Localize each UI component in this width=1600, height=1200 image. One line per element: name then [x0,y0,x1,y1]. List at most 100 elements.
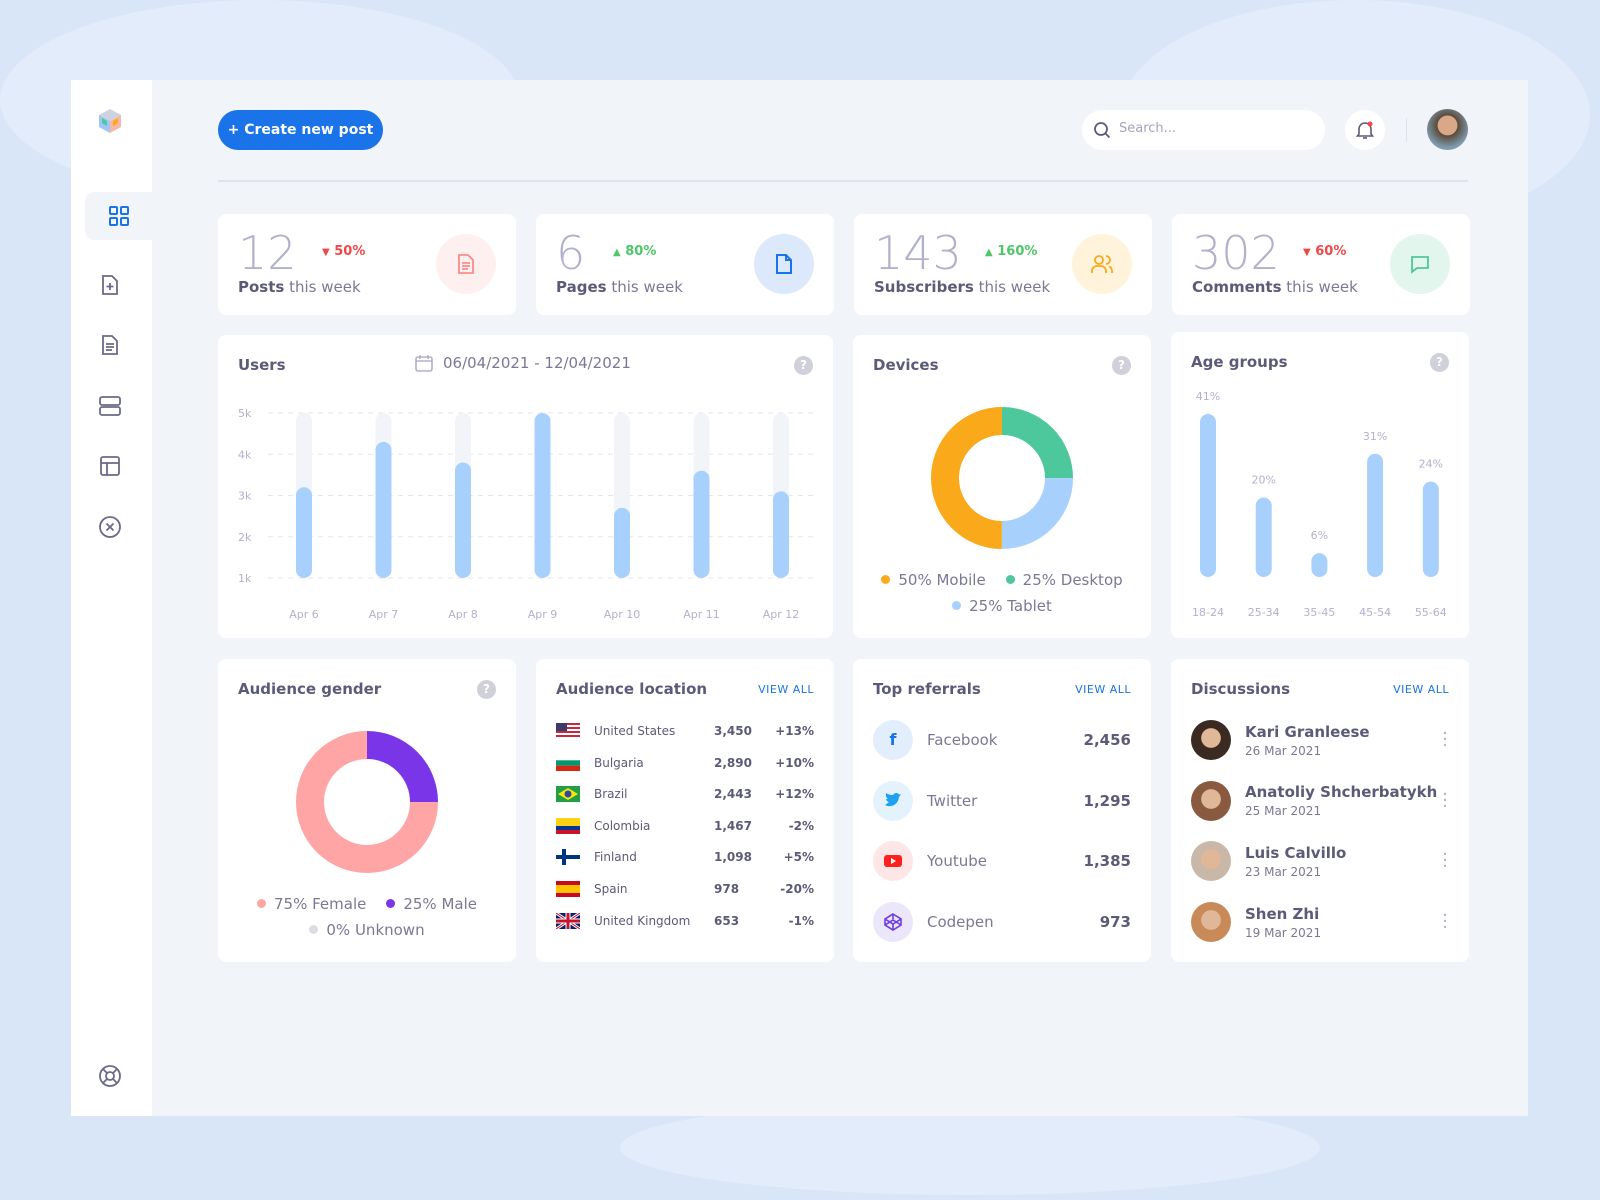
slice-female[interactable] [296,731,438,873]
sidebar-item-database[interactable] [89,385,131,427]
flag-icon [556,723,580,739]
sidebar-item-layout[interactable] [89,445,131,487]
more-options-icon[interactable]: · · · [1442,905,1448,939]
layout-icon [100,456,120,476]
flag-icon [556,817,580,834]
slice-tablet[interactable] [931,407,1073,549]
date-range-picker[interactable]: 06/04/2021 - 12/04/2021 [414,353,631,373]
referral-row-youtube[interactable]: Youtube 1,385 [873,841,1131,882]
flag-icon [556,881,580,897]
bar-apr-12[interactable] [773,491,789,578]
discussion-item[interactable]: Anatoliy Shcherbatykh 25 Mar 2021 · · · [1191,780,1449,821]
sidebar-item-documents[interactable] [89,324,131,366]
grid-icon [108,206,129,226]
bar-age-18-24[interactable] [1200,414,1216,577]
users-icon [1072,234,1132,294]
y-tick-label: 1k [238,572,252,585]
more-options-icon[interactable]: · · · [1442,723,1448,756]
sidebar-item-add-page[interactable] [89,264,131,306]
location-view-all-link[interactable]: VIEW ALL [758,683,814,696]
location-row: United Kingdom 653 -1% [556,909,814,933]
stat-card-pages: 6 ▲ 80% Pages this week [536,214,834,315]
stat-label: Comments this week [1192,278,1358,296]
x-tick-label: Apr 8 [448,608,478,621]
youtube-icon [873,841,913,882]
bar-age-25-34[interactable] [1255,497,1272,577]
referrals-view-all-link[interactable]: VIEW ALL [1075,683,1131,696]
facebook-icon: f [873,720,913,760]
users-bar-chart: 1k 2k 3k 4k 5k Apr 6 Apr 7 Apr 8 Apr 9 Apr 10 Apr … [238,407,813,621]
x-tick-label: 18-24 [1192,606,1224,619]
discussion-item[interactable]: Luis Calvillo 23 Mar 2021 · · · [1191,841,1449,882]
help-icon[interactable]: ? [1112,356,1131,375]
flag-icon [556,912,580,929]
legend-mobile: 50% Mobile [881,571,986,589]
referral-row-codepen[interactable]: Codepen 973 [873,902,1131,943]
chat-icon [1390,234,1450,294]
stat-label: Pages this week [556,278,683,296]
discussion-item[interactable]: Shen Zhi 19 Mar 2021 · · · [1191,902,1449,943]
divider [1406,118,1407,142]
sidebar-item-dashboard[interactable] [85,192,152,240]
avatar [1191,780,1231,821]
stat-delta: ▲ 80% [613,244,657,259]
bar-apr-9[interactable] [534,413,551,578]
stat-label: Posts this week [238,278,361,296]
avatar [1191,720,1231,760]
bar-age-55-64[interactable] [1422,481,1439,577]
x-tick-label: Apr 6 [289,608,319,621]
x-tick-label: Apr 7 [369,608,399,621]
help-icon[interactable]: ? [794,356,813,375]
y-tick-label: 2k [238,531,252,544]
create-new-post-button[interactable]: + Create new post [218,110,383,150]
gender-donut-chart [296,731,438,873]
flag-icon [556,754,580,771]
header-divider [218,180,1468,182]
data-label: 6% [1311,529,1328,542]
y-tick-label: 5k [238,407,252,420]
referral-row-twitter[interactable]: Twitter 1,295 [873,780,1131,821]
gender-legend: 75% Female 25% Male 0% Unknown [218,893,516,939]
legend-male: 25% Male [386,895,477,913]
location-row: Bulgaria 2,890 +10% [556,751,814,775]
more-options-icon[interactable]: · · · [1442,783,1448,817]
twitter-icon [873,780,913,821]
search-input[interactable]: Search... [1082,110,1325,150]
help-icon[interactable]: ? [477,680,496,699]
discussion-item[interactable]: Kari Granleese 26 Mar 2021 · · · [1191,720,1449,760]
sidebar-item-help[interactable] [89,1055,131,1097]
discussions-view-all-link[interactable]: VIEW ALL [1393,683,1449,696]
bar-apr-10[interactable] [614,507,630,578]
legend-unknown: 0% Unknown [309,921,425,939]
discussions-card: Discussions VIEW ALL Kari Granleese 26 Ma… [1171,659,1469,962]
x-tick-label: Apr 9 [528,608,558,621]
location-row: United States 3,450 +13% [556,719,814,743]
bar-age-35-45[interactable] [1311,553,1328,577]
stat-value: 12 [238,226,297,280]
sidebar-item-close[interactable] [89,506,131,548]
page-icon [754,234,814,294]
referral-row-facebook[interactable]: f Facebook 2,456 [873,720,1131,760]
server-icon [99,396,121,416]
bar-age-45-54[interactable] [1367,453,1384,577]
bar-apr-6[interactable] [296,487,312,578]
bar-apr-11[interactable] [693,470,710,578]
notifications-button[interactable] [1345,110,1385,150]
user-avatar[interactable] [1427,109,1468,150]
data-label: 20% [1251,473,1275,486]
more-options-icon[interactable]: · · · [1442,844,1448,878]
stat-delta: ▼ 50% [322,244,366,259]
lifebuoy-icon [99,1065,121,1087]
logo-cube-icon[interactable] [89,100,131,142]
data-label: 31% [1363,430,1387,443]
stat-card-subscribers: 143 ▲ 160% Subscribers this week [854,214,1152,315]
flag-icon [556,786,580,803]
app-window: + Create new post Search... 12 ▼ 50% Pos… [71,80,1528,1116]
stat-value: 143 [874,226,962,280]
stat-delta: ▼ 60% [1303,244,1347,259]
help-icon[interactable]: ? [1430,353,1449,372]
bar-apr-8[interactable] [455,462,471,579]
bar-apr-7[interactable] [375,441,392,578]
calendar-icon [415,355,433,372]
slice-mobile[interactable] [931,407,1073,549]
